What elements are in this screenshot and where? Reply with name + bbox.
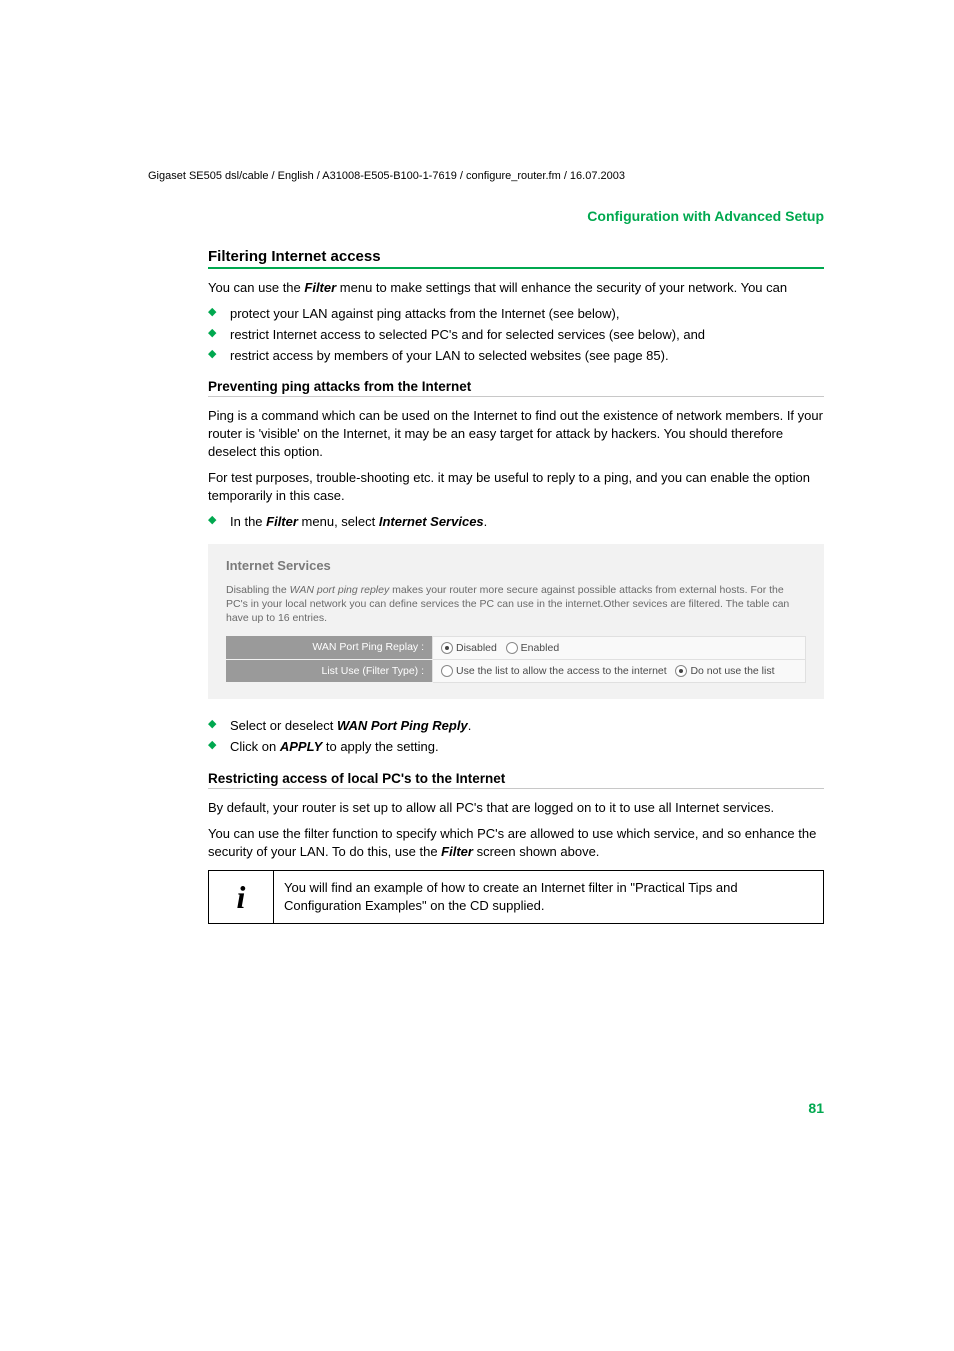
text: screen shown above. <box>473 844 599 859</box>
grey-divider <box>208 788 824 789</box>
page-number: 81 <box>808 1100 824 1116</box>
italic-term: WAN port ping repley <box>290 584 390 596</box>
restrict-paragraph-1: By default, your router is set up to all… <box>208 799 824 817</box>
ping-bullet-list: In the Filter menu, select Internet Serv… <box>208 513 824 532</box>
list-item: Click on APPLY to apply the setting. <box>208 738 824 757</box>
row-label: WAN Port Ping Replay : <box>226 636 433 659</box>
wan-port-term: WAN Port Ping Reply <box>337 718 468 733</box>
screenshot-description: Disabling the WAN port ping repley makes… <box>226 583 806 626</box>
filter-term: Filter <box>304 280 336 295</box>
intro-bullet-list: protect your LAN against ping attacks fr… <box>208 305 824 366</box>
ping-paragraph-1: Ping is a command which can be used on t… <box>208 407 824 461</box>
intro-paragraph: You can use the Filter menu to make sett… <box>208 279 824 297</box>
text: . <box>484 514 488 529</box>
heading-filtering: Filtering Internet access <box>208 248 824 265</box>
radio-label: Disabled <box>456 642 497 654</box>
filter-term: Filter <box>441 844 473 859</box>
heading-ping: Preventing ping attacks from the Interne… <box>208 379 824 394</box>
screenshot-panel: Internet Services Disabling the WAN port… <box>208 544 824 699</box>
text: to apply the setting. <box>322 739 438 754</box>
screenshot-table: WAN Port Ping Replay : Disabled Enabled … <box>226 636 806 683</box>
screenshot-title: Internet Services <box>226 558 806 573</box>
list-item: Select or deselect WAN Port Ping Reply. <box>208 717 824 736</box>
radio-use-list[interactable] <box>441 665 453 677</box>
restrict-paragraph-2: You can use the filter function to speci… <box>208 825 824 861</box>
info-icon: i <box>209 871 274 922</box>
document-page: Gigaset SE505 dsl/cable / English / A310… <box>0 0 954 1351</box>
text: . <box>468 718 472 733</box>
text: Click on <box>230 739 280 754</box>
filter-term: Filter <box>266 514 298 529</box>
text: Disabling the <box>226 584 290 596</box>
row-value: Use the list to allow the access to the … <box>433 659 806 682</box>
grey-divider <box>208 396 824 397</box>
radio-label: Enabled <box>521 642 560 654</box>
list-item: restrict Internet access to selected PC'… <box>208 326 824 345</box>
header-path: Gigaset SE505 dsl/cable / English / A310… <box>148 170 625 182</box>
section-header: Configuration with Advanced Setup <box>148 208 824 224</box>
internet-services-term: Internet Services <box>379 514 484 529</box>
table-row: WAN Port Ping Replay : Disabled Enabled <box>226 636 806 659</box>
info-box: i You will find an example of how to cre… <box>208 870 824 923</box>
list-item: In the Filter menu, select Internet Serv… <box>208 513 824 532</box>
list-item: protect your LAN against ping attacks fr… <box>208 305 824 324</box>
row-value: Disabled Enabled <box>433 636 806 659</box>
row-label: List Use (Filter Type) : <box>226 659 433 682</box>
text: menu to make settings that will enhance … <box>336 280 787 295</box>
text: You can use the <box>208 280 304 295</box>
text: menu, select <box>298 514 379 529</box>
table-row: List Use (Filter Type) : Use the list to… <box>226 659 806 682</box>
text: Select or deselect <box>230 718 337 733</box>
heading-restrict: Restricting access of local PC's to the … <box>208 771 824 786</box>
text: In the <box>230 514 266 529</box>
radio-enabled[interactable] <box>506 642 518 654</box>
radio-label: Use the list to allow the access to the … <box>456 665 667 677</box>
content-area: Filtering Internet access You can use th… <box>208 248 824 924</box>
radio-disabled[interactable] <box>441 642 453 654</box>
radio-do-not-use[interactable] <box>675 665 687 677</box>
green-divider <box>208 267 824 269</box>
info-text: You will find an example of how to creat… <box>274 871 823 922</box>
ping-paragraph-2: For test purposes, trouble-shooting etc.… <box>208 469 824 505</box>
apply-term: APPLY <box>280 739 322 754</box>
action-bullet-list: Select or deselect WAN Port Ping Reply. … <box>208 717 824 757</box>
list-item: restrict access by members of your LAN t… <box>208 347 824 366</box>
radio-label: Do not use the list <box>690 665 774 677</box>
